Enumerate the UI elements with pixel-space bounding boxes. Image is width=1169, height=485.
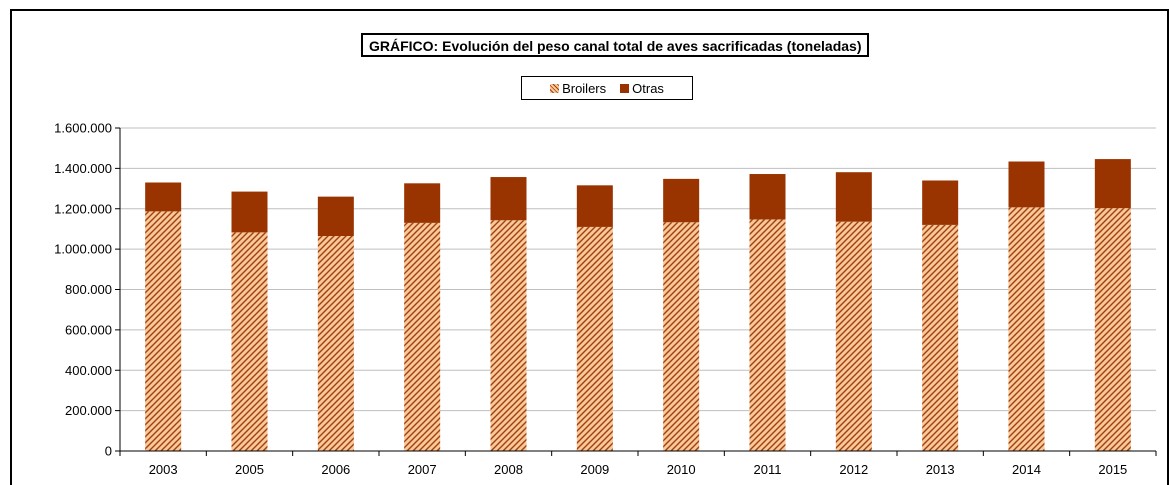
y-tick-label: 1.200.000 bbox=[54, 201, 112, 216]
x-tick-label: 2005 bbox=[235, 462, 264, 477]
legend-label-broilers: Broilers bbox=[562, 80, 607, 96]
bar-broilers-2013 bbox=[922, 224, 959, 451]
bar-otras-2009 bbox=[576, 185, 613, 227]
y-tick-label: 1.000.000 bbox=[54, 242, 112, 257]
bar-broilers-2003 bbox=[145, 211, 182, 451]
bar-otras-2010 bbox=[663, 178, 700, 223]
bar-otras-2015 bbox=[1094, 159, 1131, 209]
legend-label-otras: Otras bbox=[632, 80, 664, 96]
chart-title: GRÁFICO: Evolución del peso canal total … bbox=[361, 33, 870, 57]
y-tick-label: 1.400.000 bbox=[54, 161, 112, 176]
legend-entry-otras: Otras bbox=[620, 81, 664, 96]
bar-otras-2008 bbox=[490, 177, 527, 221]
bar-otras-2012 bbox=[835, 172, 872, 222]
bar-broilers-2012 bbox=[835, 221, 872, 451]
bar-otras-2007 bbox=[404, 183, 441, 223]
x-tick-label: 2008 bbox=[494, 462, 523, 477]
bar-broilers-2008 bbox=[490, 220, 527, 451]
bar-broilers-2005 bbox=[231, 232, 268, 451]
x-tick-label: 2011 bbox=[754, 462, 782, 477]
bar-broilers-2007 bbox=[404, 222, 441, 451]
legend-entry-broilers: Broilers bbox=[550, 81, 606, 96]
bar-otras-2014 bbox=[1008, 161, 1045, 208]
bar-otras-2003 bbox=[145, 182, 182, 212]
x-tick-label: 2007 bbox=[408, 462, 437, 477]
y-tick-label: 0 bbox=[105, 444, 112, 459]
chart-legend: Broilers Otras bbox=[521, 76, 693, 100]
x-tick-label: 2014 bbox=[1012, 462, 1041, 477]
bar-broilers-2009 bbox=[576, 226, 613, 451]
x-tick-label: 2006 bbox=[321, 462, 350, 477]
bar-broilers-2010 bbox=[663, 222, 700, 451]
x-tick-label: 2010 bbox=[667, 462, 696, 477]
x-tick-label: 2012 bbox=[839, 462, 868, 477]
bar-otras-2005 bbox=[231, 191, 268, 233]
bar-broilers-2014 bbox=[1008, 207, 1045, 451]
bar-broilers-2015 bbox=[1094, 208, 1131, 451]
y-tick-label: 1.600.000 bbox=[54, 121, 112, 136]
x-tick-label: 2003 bbox=[149, 462, 178, 477]
bar-otras-2006 bbox=[317, 196, 354, 237]
legend-swatch-broilers bbox=[550, 83, 560, 93]
bar-broilers-2011 bbox=[749, 219, 786, 451]
y-tick-label: 400.000 bbox=[65, 363, 112, 378]
bar-otras-2011 bbox=[749, 174, 786, 220]
x-tick-label: 2013 bbox=[926, 462, 955, 477]
y-tick-label: 200.000 bbox=[65, 403, 112, 418]
y-tick-label: 800.000 bbox=[65, 282, 112, 297]
x-tick-label: 2015 bbox=[1098, 462, 1127, 477]
y-tick-label: 600.000 bbox=[65, 322, 112, 337]
x-tick-label: 2009 bbox=[580, 462, 609, 477]
bar-otras-2013 bbox=[922, 180, 959, 225]
bar-broilers-2006 bbox=[317, 236, 354, 451]
legend-swatch-otras bbox=[620, 83, 630, 93]
